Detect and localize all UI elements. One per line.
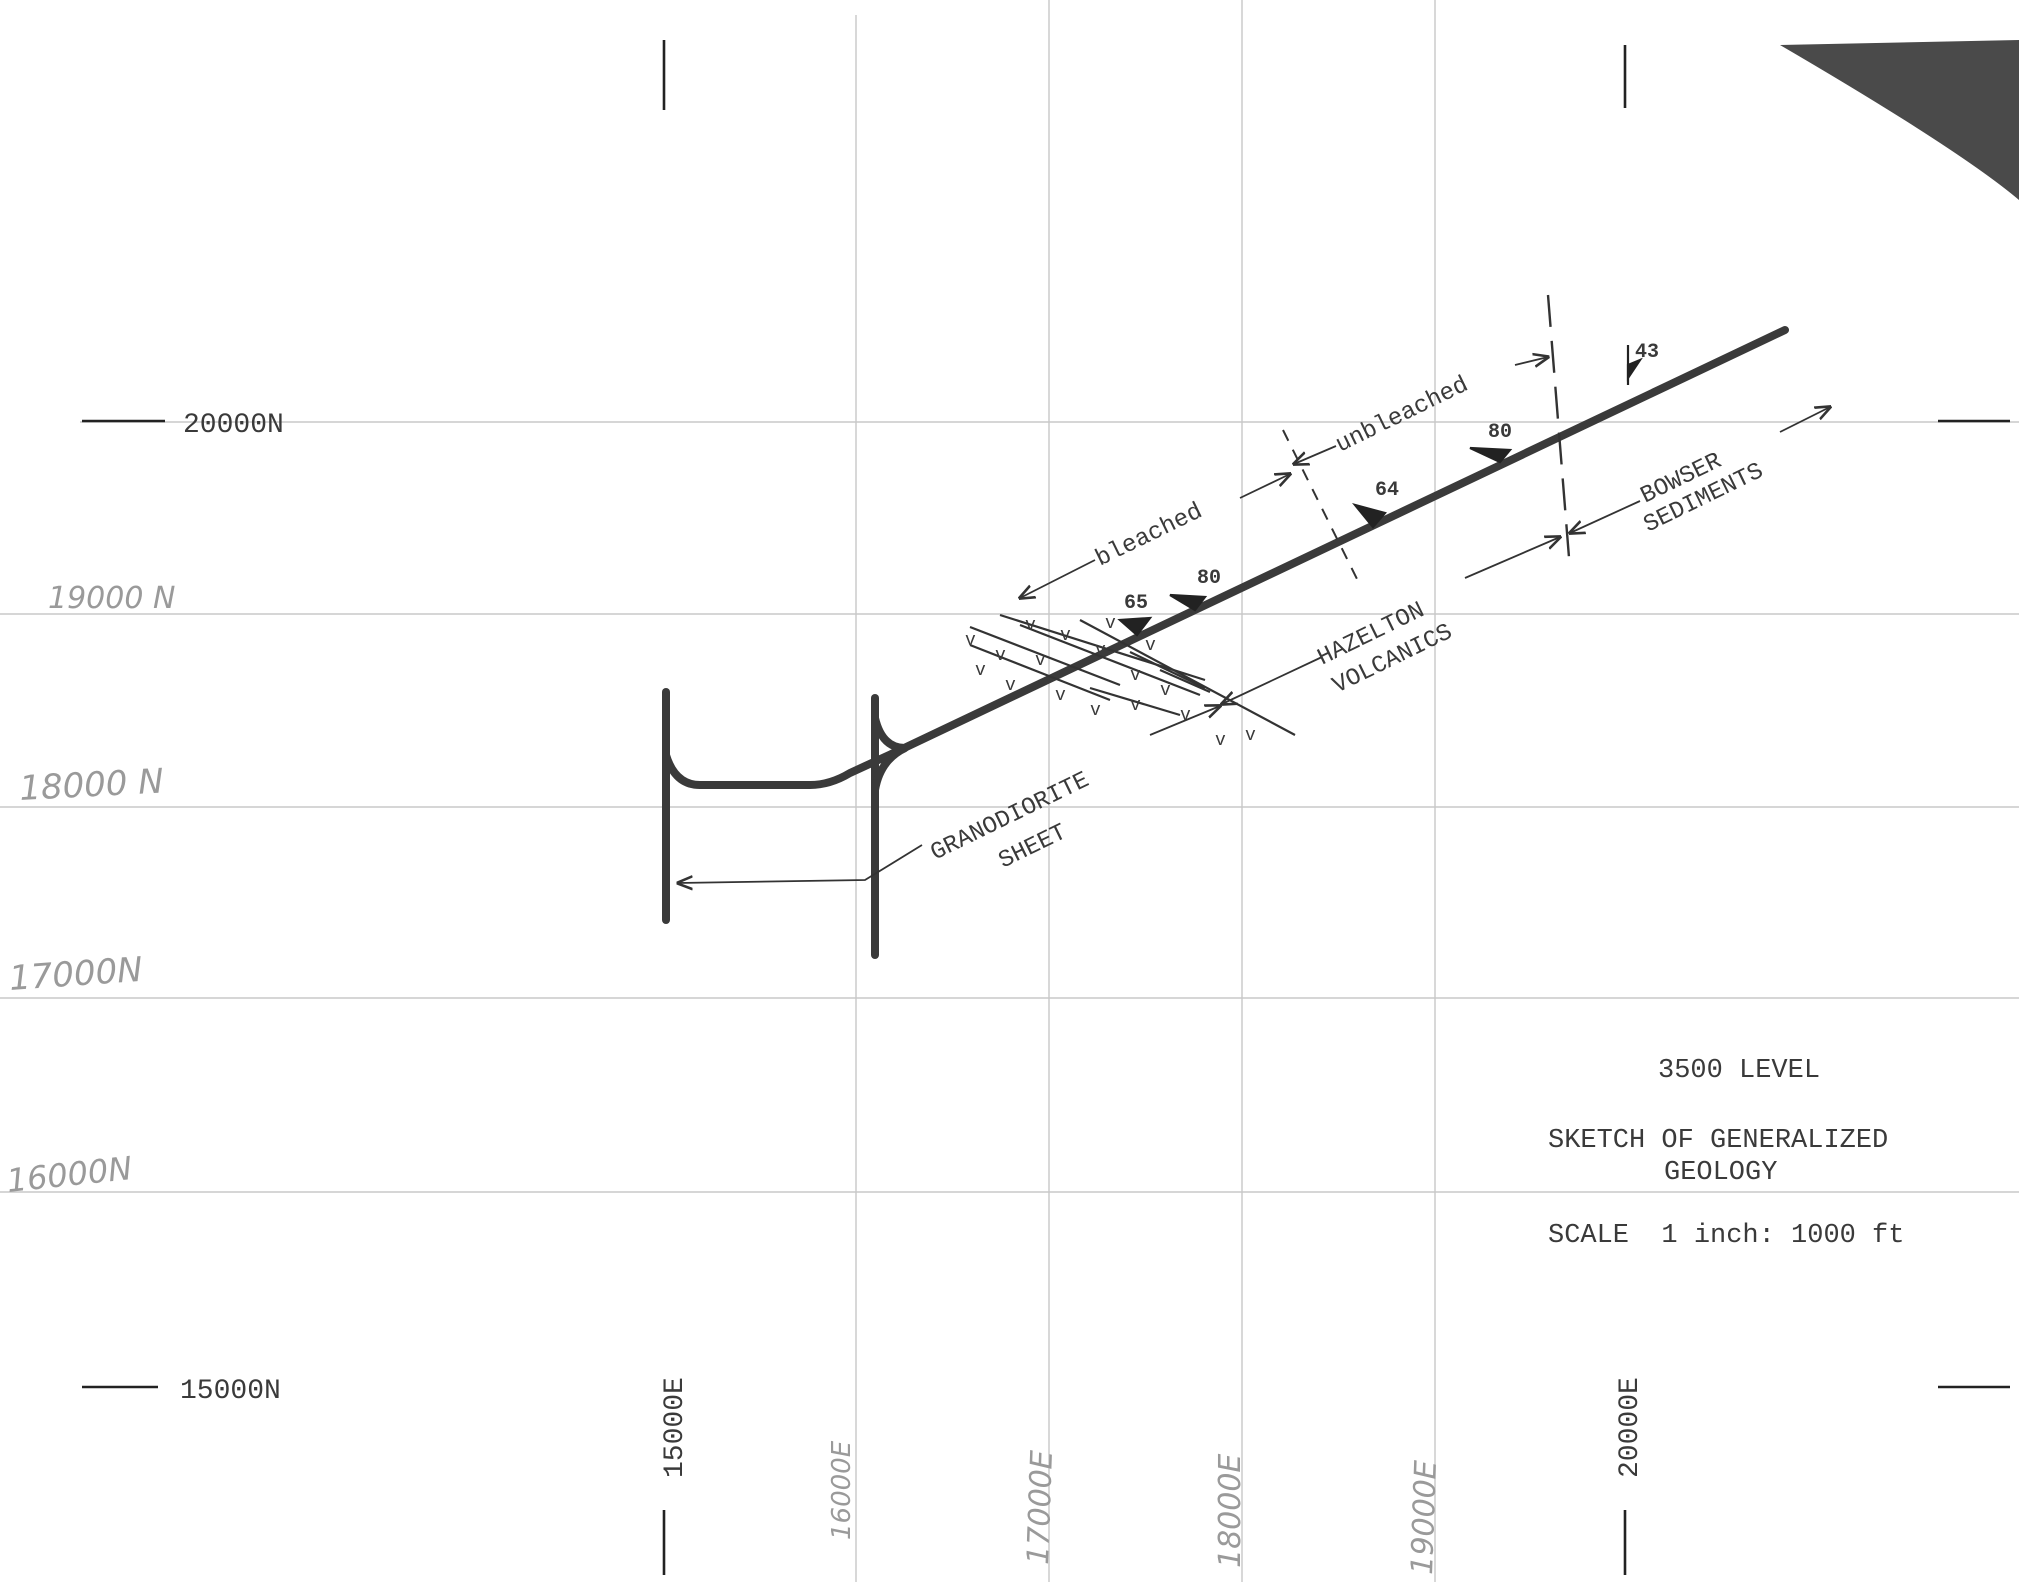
title-line2: GEOLOGY (1664, 1158, 1777, 1188)
svg-text:v: v (1005, 676, 1016, 696)
svg-text:v: v (1180, 706, 1191, 726)
label-15000e: 15000E (660, 1377, 691, 1478)
bowser-arrow-west (1570, 500, 1641, 533)
svg-text:v: v (1025, 616, 1036, 636)
svg-text:v: v (995, 646, 1006, 666)
svg-text:v: v (1060, 626, 1071, 646)
dip-80-east: 80 (1488, 421, 1512, 444)
label-20000n: 20000N (183, 410, 284, 441)
dip-64: 64 (1375, 479, 1399, 502)
scale-text: SCALE 1 inch: 1000 ft (1548, 1221, 1904, 1251)
svg-text:v: v (1130, 666, 1141, 686)
svg-text:v: v (1095, 641, 1106, 661)
label-unbleached: unbleached (1332, 372, 1473, 459)
unit-arrows (678, 357, 1830, 883)
label-18000n: 18000 N (18, 761, 164, 809)
hazelton-arrow-east (1464, 537, 1560, 579)
svg-text:v: v (1055, 686, 1066, 706)
title-line1: SKETCH OF GENERALIZED (1548, 1126, 1888, 1156)
unbleached-arrow-east (1514, 357, 1548, 365)
tick-marks (82, 40, 2010, 1575)
granodiorite-arrow (1149, 706, 1220, 736)
bleached-arrow-west (1020, 559, 1096, 598)
label-20000e: 20000E (1615, 1377, 1646, 1478)
svg-text:v: v (1160, 681, 1171, 701)
dip-43: 43 (1635, 341, 1659, 364)
label-bleached: bleached (1092, 498, 1207, 573)
crosscut-west (662, 746, 904, 789)
svg-text:v: v (975, 661, 986, 681)
dip-symbols (1117, 345, 1643, 637)
svg-text:v: v (1215, 731, 1226, 751)
workings (662, 326, 1789, 959)
svg-text:v: v (1130, 696, 1141, 716)
granodiorite-leader (678, 844, 923, 883)
dike-hatching (969, 613, 1296, 736)
label-17000n: 17000N (8, 950, 144, 999)
svg-text:v: v (1245, 726, 1256, 746)
volcanic-symbols: vvv vvv vvv vv v vvv vvv (965, 614, 1256, 751)
bleached-arrow-east (1239, 474, 1290, 499)
label-15000n: 15000N (180, 1376, 281, 1407)
label-17000e: 17000E (1021, 1450, 1060, 1566)
svg-text:v: v (965, 631, 976, 651)
label-19000n: 19000 N (48, 581, 175, 616)
unbleached-arrow-west (1294, 445, 1337, 464)
bowser-arrow-east (1779, 407, 1830, 433)
svg-text:v: v (1035, 651, 1046, 671)
title-level: 3500 LEVEL (1658, 1056, 1820, 1086)
hazelton-arrow-west (1222, 656, 1323, 704)
paper-corner-shadow (1780, 40, 2019, 200)
dip-65: 65 (1124, 592, 1148, 615)
label-19000e: 19000E (1405, 1460, 1444, 1576)
label-16000e: 16000E (827, 1440, 857, 1540)
svg-text:v: v (1105, 614, 1116, 634)
label-18000e: 18000E (1213, 1454, 1248, 1568)
svg-text:v: v (1145, 636, 1156, 656)
dip-80-west: 80 (1197, 567, 1221, 590)
svg-text:v: v (1090, 701, 1101, 721)
